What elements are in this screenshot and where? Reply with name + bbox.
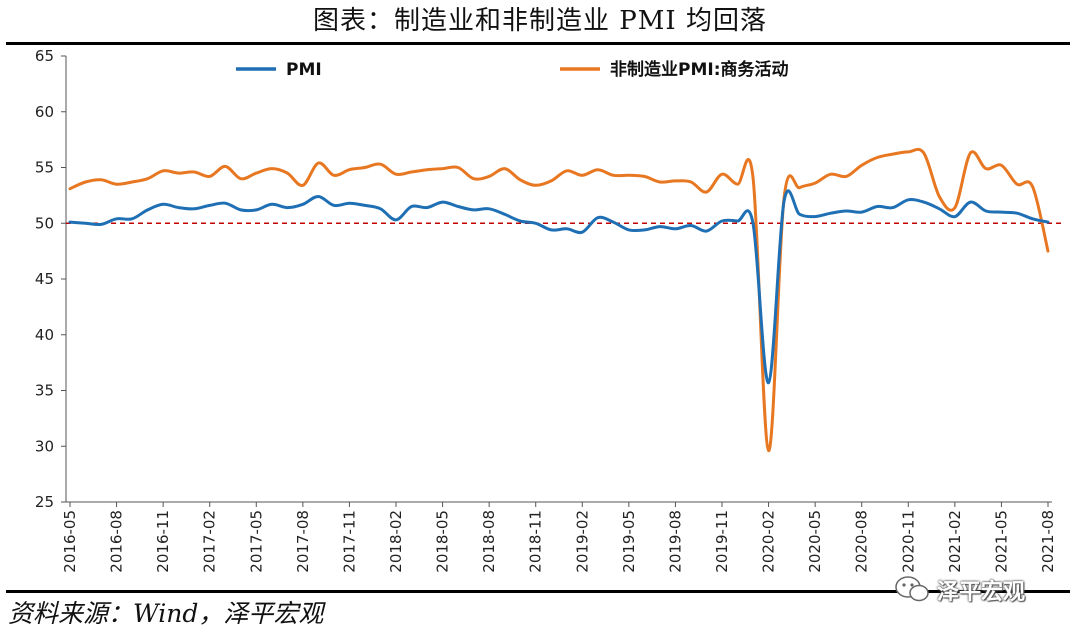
x-tick-label: 2016-05: [61, 510, 79, 573]
x-tick-label: 2018-11: [527, 510, 545, 573]
x-tick-label: 2019-11: [713, 510, 731, 573]
x-tick-label: 2017-08: [294, 510, 312, 573]
y-tick-label: 25: [35, 493, 54, 511]
x-tick-label: 2020-05: [806, 510, 824, 573]
y-tick-label: 35: [35, 382, 54, 400]
x-tick-label: 2018-08: [480, 510, 498, 573]
x-tick-label: 2021-05: [992, 510, 1010, 573]
x-tick-label: 2019-08: [666, 510, 684, 573]
watermark: 泽平宏观: [893, 572, 1053, 606]
x-tick-label: 2019-05: [620, 510, 638, 573]
x-tick-label: 2020-02: [760, 510, 778, 573]
x-tick-label: 2016-11: [154, 510, 172, 573]
legend-label-0: PMI: [286, 60, 322, 80]
x-tick-label: 2021-08: [1039, 510, 1057, 573]
series-line-0: [68, 189, 1050, 385]
y-tick-label: 50: [35, 214, 54, 232]
x-tick-label: 2016-08: [108, 510, 126, 573]
top-rule: [6, 42, 1070, 45]
y-tick-label: 60: [35, 103, 54, 121]
x-tick-label: 2017-11: [340, 510, 358, 573]
x-tick-label: 2018-05: [434, 510, 452, 573]
x-tick-label: 2021-02: [946, 510, 964, 573]
y-tick-label: 65: [35, 47, 54, 65]
x-tick-label: 2020-08: [853, 510, 871, 573]
x-tick-label: 2020-11: [899, 510, 917, 573]
y-tick-label: 40: [35, 326, 54, 344]
bottom-rule: [6, 590, 1070, 593]
series-line-1: [68, 147, 1050, 453]
x-tick-label: 2018-02: [387, 510, 405, 573]
x-tick-label: 2017-02: [201, 510, 219, 573]
legend-label-1: 非制造业PMI:商务活动: [610, 59, 789, 80]
y-tick-label: 45: [35, 270, 54, 288]
y-tick-label: 55: [35, 159, 54, 177]
wechat-icon: [895, 576, 929, 602]
watermark-text: 泽平宏观: [937, 580, 1026, 605]
y-tick-label: 30: [35, 437, 54, 455]
chart-title: 图表：制造业和非制造业 PMI 均回落: [313, 6, 767, 36]
x-tick-label: 2019-02: [573, 510, 591, 573]
line-chart: 25 30 35 40 45 50 55 60 65 2016-05 2016-08 2016-11 2…: [35, 47, 1064, 573]
source-note: 资料来源：Wind，泽平宏观: [8, 599, 324, 628]
x-tick-label: 2017-05: [247, 510, 265, 573]
